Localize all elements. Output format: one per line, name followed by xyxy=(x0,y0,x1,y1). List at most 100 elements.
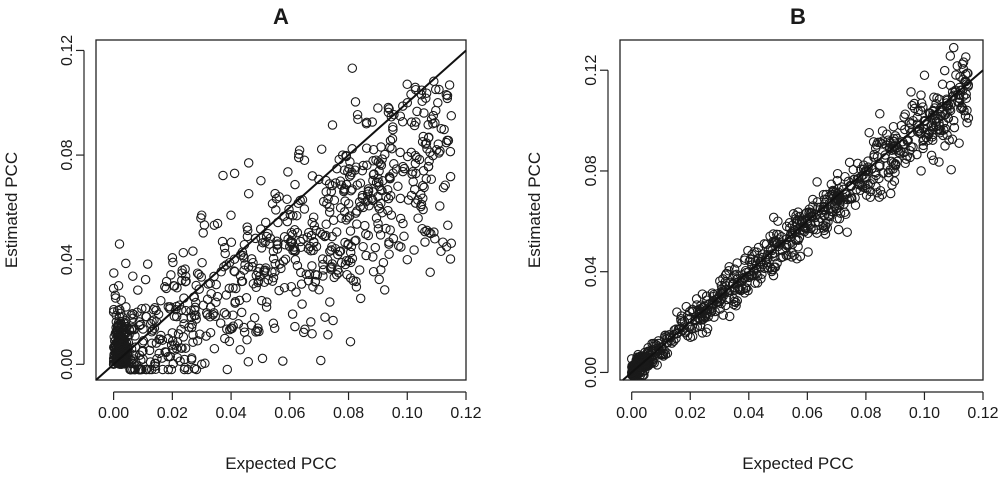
data-point xyxy=(246,254,257,264)
data-point xyxy=(346,185,356,196)
data-point xyxy=(934,157,944,167)
data-point xyxy=(906,87,916,97)
data-point xyxy=(189,363,200,374)
data-point xyxy=(701,327,712,338)
data-point xyxy=(279,282,290,293)
data-point xyxy=(376,160,387,171)
data-point xyxy=(246,320,257,330)
data-point xyxy=(939,65,950,76)
data-point xyxy=(239,265,249,275)
data-point xyxy=(696,307,707,318)
data-point xyxy=(284,204,294,215)
data-point xyxy=(442,90,453,101)
data-point xyxy=(176,305,187,315)
data-point xyxy=(702,295,712,305)
data-point xyxy=(355,293,366,304)
data-point xyxy=(219,243,230,253)
x-tick-label: 0.06 xyxy=(792,405,823,422)
data-point xyxy=(919,134,929,145)
data-point xyxy=(931,114,941,124)
data-point xyxy=(272,244,283,254)
data-point xyxy=(397,117,408,127)
data-point xyxy=(229,168,240,179)
data-point xyxy=(918,136,928,146)
data-point xyxy=(791,211,801,221)
data-point xyxy=(331,270,342,280)
data-point xyxy=(251,270,262,281)
data-point xyxy=(373,224,384,234)
data-point xyxy=(724,262,734,272)
data-point xyxy=(759,263,770,274)
data-point xyxy=(939,125,949,135)
data-point xyxy=(916,166,926,176)
data-point xyxy=(174,300,185,310)
data-point xyxy=(832,175,843,186)
data-point xyxy=(269,323,280,334)
data-point xyxy=(818,223,829,233)
data-point xyxy=(276,263,286,274)
data-point xyxy=(428,119,438,129)
data-point xyxy=(180,343,191,353)
data-point xyxy=(953,97,963,108)
data-point xyxy=(749,246,760,257)
data-point xyxy=(129,324,139,334)
data-point xyxy=(127,308,138,319)
data-point xyxy=(832,213,842,224)
data-point xyxy=(221,290,232,300)
panel-a-x-axis: 0.00 0.02 0.04 0.06 0.08 0.10 0.12 xyxy=(98,391,482,422)
data-point xyxy=(839,207,850,218)
data-point xyxy=(874,173,884,184)
data-point xyxy=(330,178,341,188)
data-point xyxy=(919,70,930,81)
data-point xyxy=(128,350,139,361)
data-point xyxy=(916,90,926,100)
data-point xyxy=(385,190,396,201)
data-point xyxy=(417,223,427,234)
data-point xyxy=(335,203,346,213)
data-point xyxy=(373,177,384,187)
data-point xyxy=(238,250,248,261)
data-point xyxy=(906,141,916,152)
y-tick-label: 0.04 xyxy=(583,256,600,287)
data-point xyxy=(167,328,178,338)
data-point xyxy=(345,273,356,283)
panel-a-y-axis: 0.00 0.04 0.08 0.12 xyxy=(59,35,85,380)
data-point xyxy=(119,359,130,369)
data-point xyxy=(869,152,879,162)
data-point xyxy=(231,283,241,294)
data-point xyxy=(445,171,456,182)
data-point xyxy=(316,355,326,366)
data-point xyxy=(781,234,792,244)
data-point xyxy=(918,143,928,154)
data-point xyxy=(311,225,321,236)
data-point xyxy=(195,329,205,339)
data-point xyxy=(308,282,318,292)
data-point xyxy=(434,148,444,158)
data-point xyxy=(253,277,263,288)
data-point xyxy=(114,239,125,249)
data-point xyxy=(656,342,666,353)
data-point xyxy=(408,176,418,187)
data-point xyxy=(211,297,221,308)
y-tick-label: 0.12 xyxy=(59,35,76,66)
panel-a-reference-line xyxy=(95,49,467,381)
data-point xyxy=(307,329,317,339)
data-point xyxy=(890,160,901,170)
data-point xyxy=(383,102,394,113)
data-point xyxy=(360,220,370,231)
data-point xyxy=(206,288,216,299)
data-point xyxy=(409,245,419,255)
data-point xyxy=(218,170,228,181)
data-point xyxy=(147,327,157,337)
data-point xyxy=(310,270,321,280)
data-point xyxy=(890,141,900,151)
data-point xyxy=(384,104,394,114)
data-point xyxy=(341,179,352,190)
data-point xyxy=(682,311,693,321)
data-point xyxy=(840,171,850,182)
data-point xyxy=(326,262,337,272)
data-point xyxy=(303,275,314,286)
data-point xyxy=(945,51,956,61)
data-point xyxy=(358,160,369,171)
data-point xyxy=(937,79,948,90)
